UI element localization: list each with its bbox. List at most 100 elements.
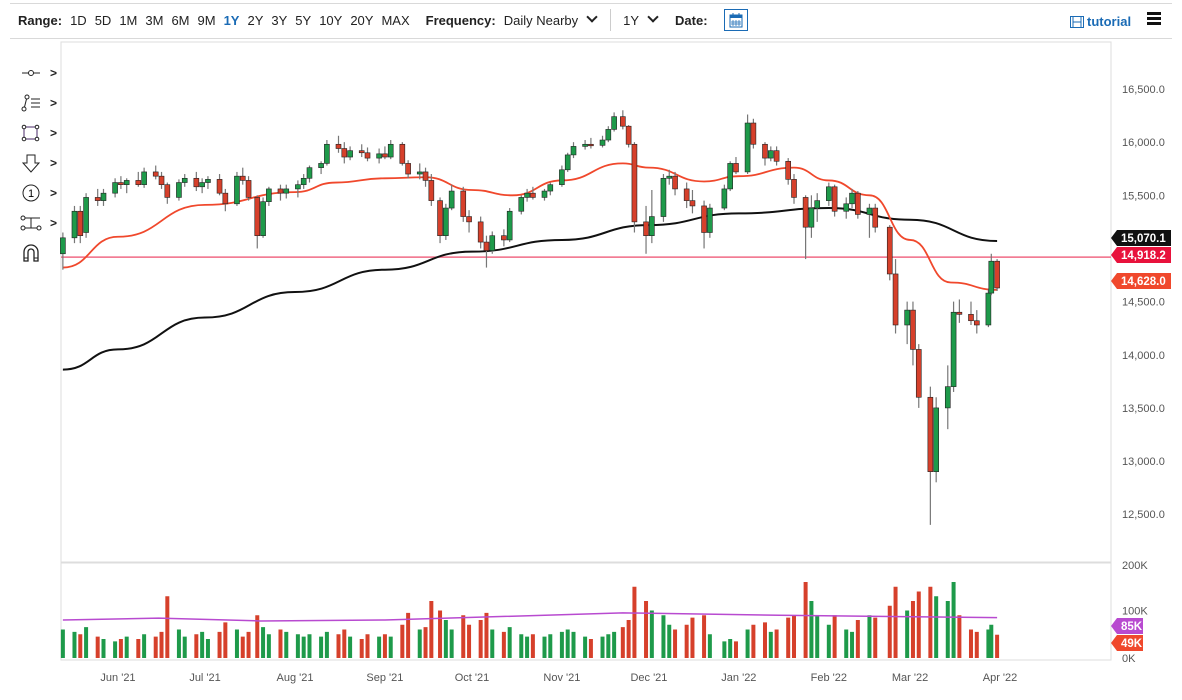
candle xyxy=(631,142,638,233)
tool-magnet[interactable] xyxy=(20,238,60,268)
candle xyxy=(437,197,443,244)
period-dropdown[interactable]: 1Y xyxy=(623,10,667,28)
tool-arrow[interactable]: > xyxy=(20,148,60,178)
candle xyxy=(489,231,496,254)
candle xyxy=(773,146,780,166)
candle-body xyxy=(123,180,130,185)
range-10y[interactable]: 10Y xyxy=(319,12,343,28)
candle xyxy=(968,301,974,325)
candle xyxy=(564,152,571,172)
candle-body xyxy=(358,150,365,154)
candle xyxy=(744,114,751,175)
candle-body xyxy=(744,122,751,173)
candle-body xyxy=(83,197,89,233)
candle-body xyxy=(176,182,182,198)
divider xyxy=(10,3,1172,4)
candle-body xyxy=(382,153,388,158)
y-tick-label: 12,500.0 xyxy=(1122,509,1165,521)
y-tick-label: 13,000.0 xyxy=(1122,456,1165,468)
candle xyxy=(416,163,423,180)
candle xyxy=(547,182,554,196)
volume-bar xyxy=(815,615,820,658)
candle xyxy=(944,365,951,430)
range-1y[interactable]: 1Y xyxy=(223,12,240,28)
candle xyxy=(300,174,307,189)
frequency-dropdown[interactable]: Daily Nearby xyxy=(504,10,606,28)
volume-bar xyxy=(284,631,289,658)
volume-bar xyxy=(928,586,933,658)
candle xyxy=(689,189,696,214)
volume-bar xyxy=(84,627,89,658)
volume-tag: 85K xyxy=(1111,618,1143,634)
range-6m[interactable]: 6M xyxy=(171,12,190,28)
range-5d[interactable]: 5D xyxy=(94,12,112,28)
candle-body xyxy=(582,143,588,147)
candle-body xyxy=(849,192,855,205)
candle-body xyxy=(222,192,229,205)
volume-bar xyxy=(649,610,654,658)
y-tick-label: 16,500.0 xyxy=(1122,84,1165,96)
candle-body xyxy=(376,153,382,159)
candle xyxy=(950,301,957,392)
range-9m[interactable]: 9M xyxy=(197,12,216,28)
range-max[interactable]: MAX xyxy=(381,12,410,28)
volume-bar xyxy=(176,629,181,658)
candle xyxy=(802,195,809,260)
tool-marker[interactable]: 1 > xyxy=(20,178,60,208)
candle-body xyxy=(118,182,124,185)
x-tick-label: Sep '21 xyxy=(366,672,403,684)
candle xyxy=(181,174,188,187)
volume-bar xyxy=(588,639,593,658)
volume-tick-label: 0K xyxy=(1122,653,1136,665)
candle-body xyxy=(927,396,934,472)
volume-bar xyxy=(365,634,370,658)
tool-measure[interactable]: > xyxy=(20,208,60,238)
candle xyxy=(266,186,272,206)
candle xyxy=(164,182,171,204)
candle xyxy=(625,125,632,148)
tool-line[interactable]: > xyxy=(20,58,60,88)
range-1d[interactable]: 1D xyxy=(70,12,87,28)
candle-body xyxy=(985,292,992,326)
volume-bar xyxy=(751,624,756,658)
tool-fib[interactable]: > xyxy=(20,88,60,118)
candle xyxy=(599,135,606,148)
volume-bar xyxy=(867,615,872,658)
volume-bar xyxy=(583,636,588,658)
candle xyxy=(611,112,617,132)
tutorial-link[interactable]: tutorial xyxy=(1070,14,1131,29)
candle-body xyxy=(631,143,638,223)
volume-bar xyxy=(855,620,860,658)
calendar-button[interactable] xyxy=(723,9,748,31)
volume-bar xyxy=(722,641,727,658)
candle xyxy=(910,301,916,366)
date-label: Date: xyxy=(675,12,708,28)
candle xyxy=(283,184,290,199)
volume-bar xyxy=(733,641,738,658)
candle-body xyxy=(164,184,171,198)
volume-bar xyxy=(60,629,65,658)
volume-bar xyxy=(910,601,915,658)
range-2y[interactable]: 2Y xyxy=(247,12,264,28)
range-3m[interactable]: 3M xyxy=(145,12,164,28)
hamburger-menu-button[interactable] xyxy=(1147,12,1161,27)
volume-bar xyxy=(449,629,454,658)
range-20y[interactable]: 20Y xyxy=(350,12,374,28)
candle xyxy=(892,259,899,334)
candle xyxy=(260,197,266,238)
range-5y[interactable]: 5Y xyxy=(295,12,312,28)
range-buttons: 1D 5D 1M 3M 6M 9M 1Y 2Y 3Y 5Y 10Y 20Y MAX xyxy=(70,13,418,28)
volume-bar xyxy=(319,636,324,658)
numbered-marker-icon: 1 xyxy=(22,184,40,202)
candle-body xyxy=(364,152,371,159)
candle-body xyxy=(306,167,313,179)
range-3y[interactable]: 3Y xyxy=(271,12,288,28)
volume-bar xyxy=(745,629,750,658)
tool-rectangle[interactable]: > xyxy=(20,118,60,148)
volume-bar xyxy=(661,615,666,658)
chevron-right-icon: > xyxy=(50,156,58,170)
candle-body xyxy=(141,171,147,185)
candle xyxy=(767,146,774,162)
range-1m[interactable]: 1M xyxy=(119,12,138,28)
